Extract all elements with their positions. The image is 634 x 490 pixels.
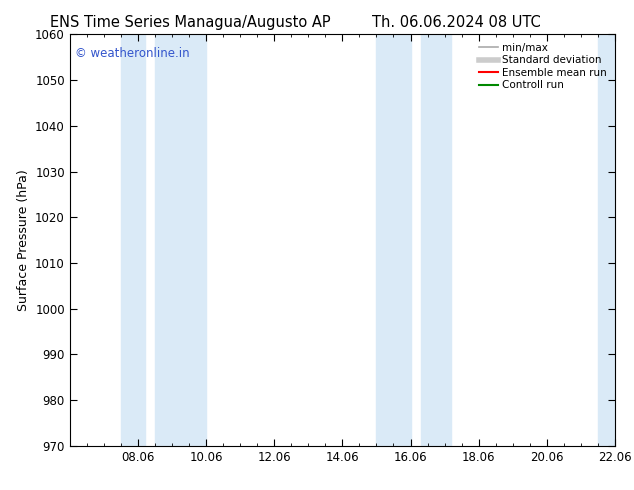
Bar — [121, 34, 145, 446]
Bar — [598, 34, 615, 446]
Bar — [421, 34, 451, 446]
Bar — [155, 34, 206, 446]
Bar — [377, 34, 411, 446]
Text: © weatheronline.in: © weatheronline.in — [75, 47, 190, 60]
Text: ENS Time Series Managua/Augusto AP: ENS Time Series Managua/Augusto AP — [50, 15, 330, 30]
Y-axis label: Surface Pressure (hPa): Surface Pressure (hPa) — [16, 169, 30, 311]
Legend: min/max, Standard deviation, Ensemble mean run, Controll run: min/max, Standard deviation, Ensemble me… — [476, 40, 610, 94]
Text: Th. 06.06.2024 08 UTC: Th. 06.06.2024 08 UTC — [372, 15, 541, 30]
